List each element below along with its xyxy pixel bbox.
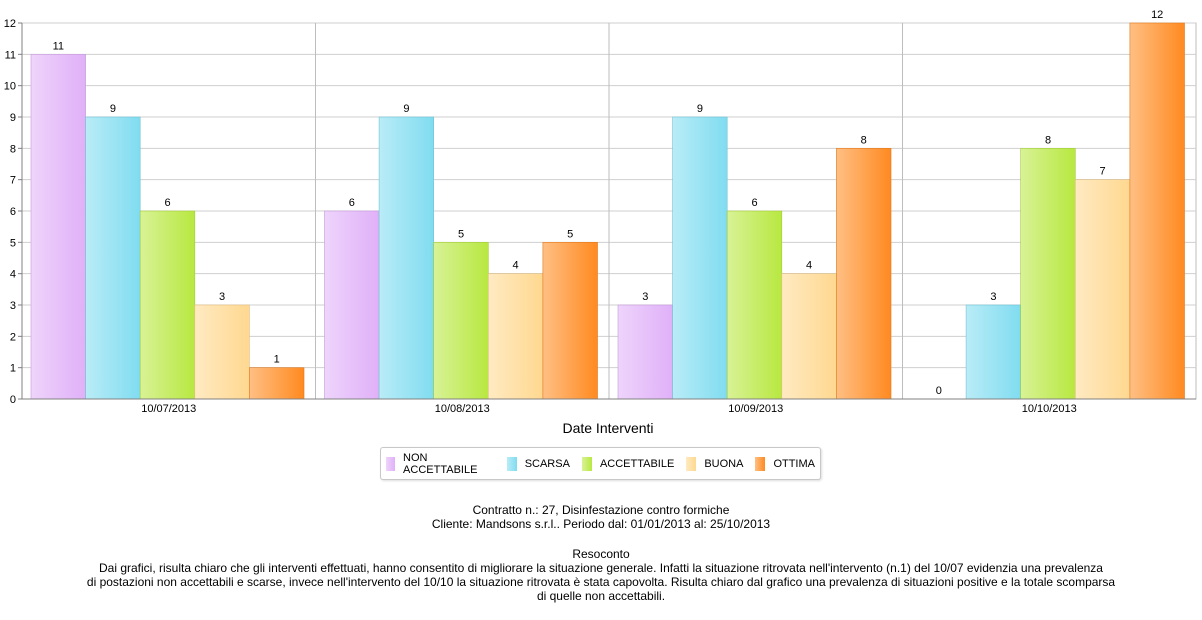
bar-value-label: 9 [697, 103, 703, 115]
summary-line: Dai grafici, risulta chiaro che gli inte… [99, 561, 1103, 575]
bar [1075, 179, 1131, 400]
y-tick-label: 7 [10, 175, 16, 187]
bar [617, 304, 673, 400]
bar-value-label: 9 [403, 103, 409, 115]
bar [1020, 148, 1076, 400]
y-tick-label: 6 [10, 206, 16, 218]
bar [542, 242, 598, 400]
legend-item: NON ACCETTABILE [386, 452, 495, 476]
bar-value-label: 11 [53, 40, 64, 52]
y-tick-label: 4 [10, 269, 16, 281]
bar [85, 116, 141, 400]
summary-line: di quelle non accettabili. [536, 589, 666, 603]
y-tick-label: 0 [10, 394, 16, 406]
legend-item: BUONA [686, 456, 744, 471]
bar-value-label: 4 [513, 260, 519, 272]
legend-swatch [755, 456, 766, 471]
legend-swatch [386, 456, 396, 471]
bar-value-label: 7 [1100, 166, 1106, 178]
client-text: Cliente: Mandsons s.r.l.. Periodo dal: 0… [431, 517, 771, 531]
legend-swatch [686, 456, 697, 471]
y-tick-label: 3 [10, 300, 16, 312]
legend-label: SCARSA [524, 457, 570, 470]
y-tick-label: 11 [5, 49, 16, 61]
bar-value-label: 5 [567, 228, 573, 240]
bar [1129, 22, 1185, 400]
legend-label: BUONA [704, 457, 744, 470]
y-tick-label: 12 [4, 18, 16, 30]
x-axis-title: Date Interventi [562, 420, 653, 436]
legend: NON ACCETTABILE SCARSA ACCETTABILE BUONA OTT… [380, 447, 821, 480]
legend-label: ACCETTABILE [599, 457, 675, 470]
bar [433, 242, 489, 400]
summary-line: di postazioni non accettabili e scarse, … [86, 575, 1116, 589]
bar-value-label: 3 [642, 291, 648, 303]
bar-value-label: 1 [274, 354, 280, 366]
bar-value-label: 0 [936, 385, 942, 397]
x-tick-label: 10/10/2013 [1022, 403, 1077, 415]
bar-value-label: 4 [806, 260, 812, 272]
x-tick-label: 10/09/2013 [728, 403, 783, 415]
bar [965, 304, 1021, 400]
bar [139, 210, 196, 400]
bars [30, 22, 1185, 400]
summary-title: Resoconto [572, 547, 630, 561]
legend-item: SCARSA [506, 456, 570, 471]
bar [487, 273, 544, 400]
legend-swatch [506, 456, 517, 471]
report-info: Contratto n.: 27, Disinfestazione contro… [0, 503, 1202, 603]
bar [249, 367, 305, 400]
bar-value-label: 6 [751, 197, 757, 209]
y-tick-label: 9 [10, 112, 16, 124]
bar [324, 210, 380, 400]
legend-swatch [581, 456, 592, 471]
x-tick-label: 10/07/2013 [141, 403, 196, 415]
bar [378, 116, 435, 400]
bar-value-label: 5 [458, 228, 464, 240]
y-tick-label: 2 [10, 331, 16, 343]
bar-value-label: 3 [219, 291, 225, 303]
legend-label: OTTIMA [773, 457, 815, 470]
contract-text: Contratto n.: 27, Disinfestazione contro… [472, 503, 730, 517]
bar [726, 210, 783, 400]
bar-value-label: 8 [861, 134, 867, 146]
legend-label: NON ACCETTABILE [403, 451, 478, 476]
bar-value-label: 6 [349, 197, 355, 209]
bar [30, 54, 86, 400]
bar-value-label: 8 [1045, 134, 1051, 146]
y-tick-label: 1 [10, 363, 16, 375]
bar [194, 304, 250, 400]
y-tick-label: 8 [10, 143, 16, 155]
bar-value-label: 12 [1151, 9, 1163, 21]
y-tick-label: 10 [4, 81, 16, 93]
x-tick-label: 10/08/2013 [435, 403, 490, 415]
bar-value-label: 9 [110, 103, 116, 115]
bar [781, 273, 837, 400]
data-labels: 11 9 6 3 1 6 9 5 4 5 3 9 6 4 8 0 3 8 7 12 [53, 9, 1164, 397]
bar [672, 116, 728, 400]
bar-value-label: 3 [990, 291, 996, 303]
legend-item: OTTIMA [755, 456, 815, 471]
y-tick-label: 5 [10, 237, 16, 249]
bar-value-label: 6 [164, 197, 170, 209]
bar [836, 148, 892, 400]
legend-item: ACCETTABILE [581, 456, 675, 471]
